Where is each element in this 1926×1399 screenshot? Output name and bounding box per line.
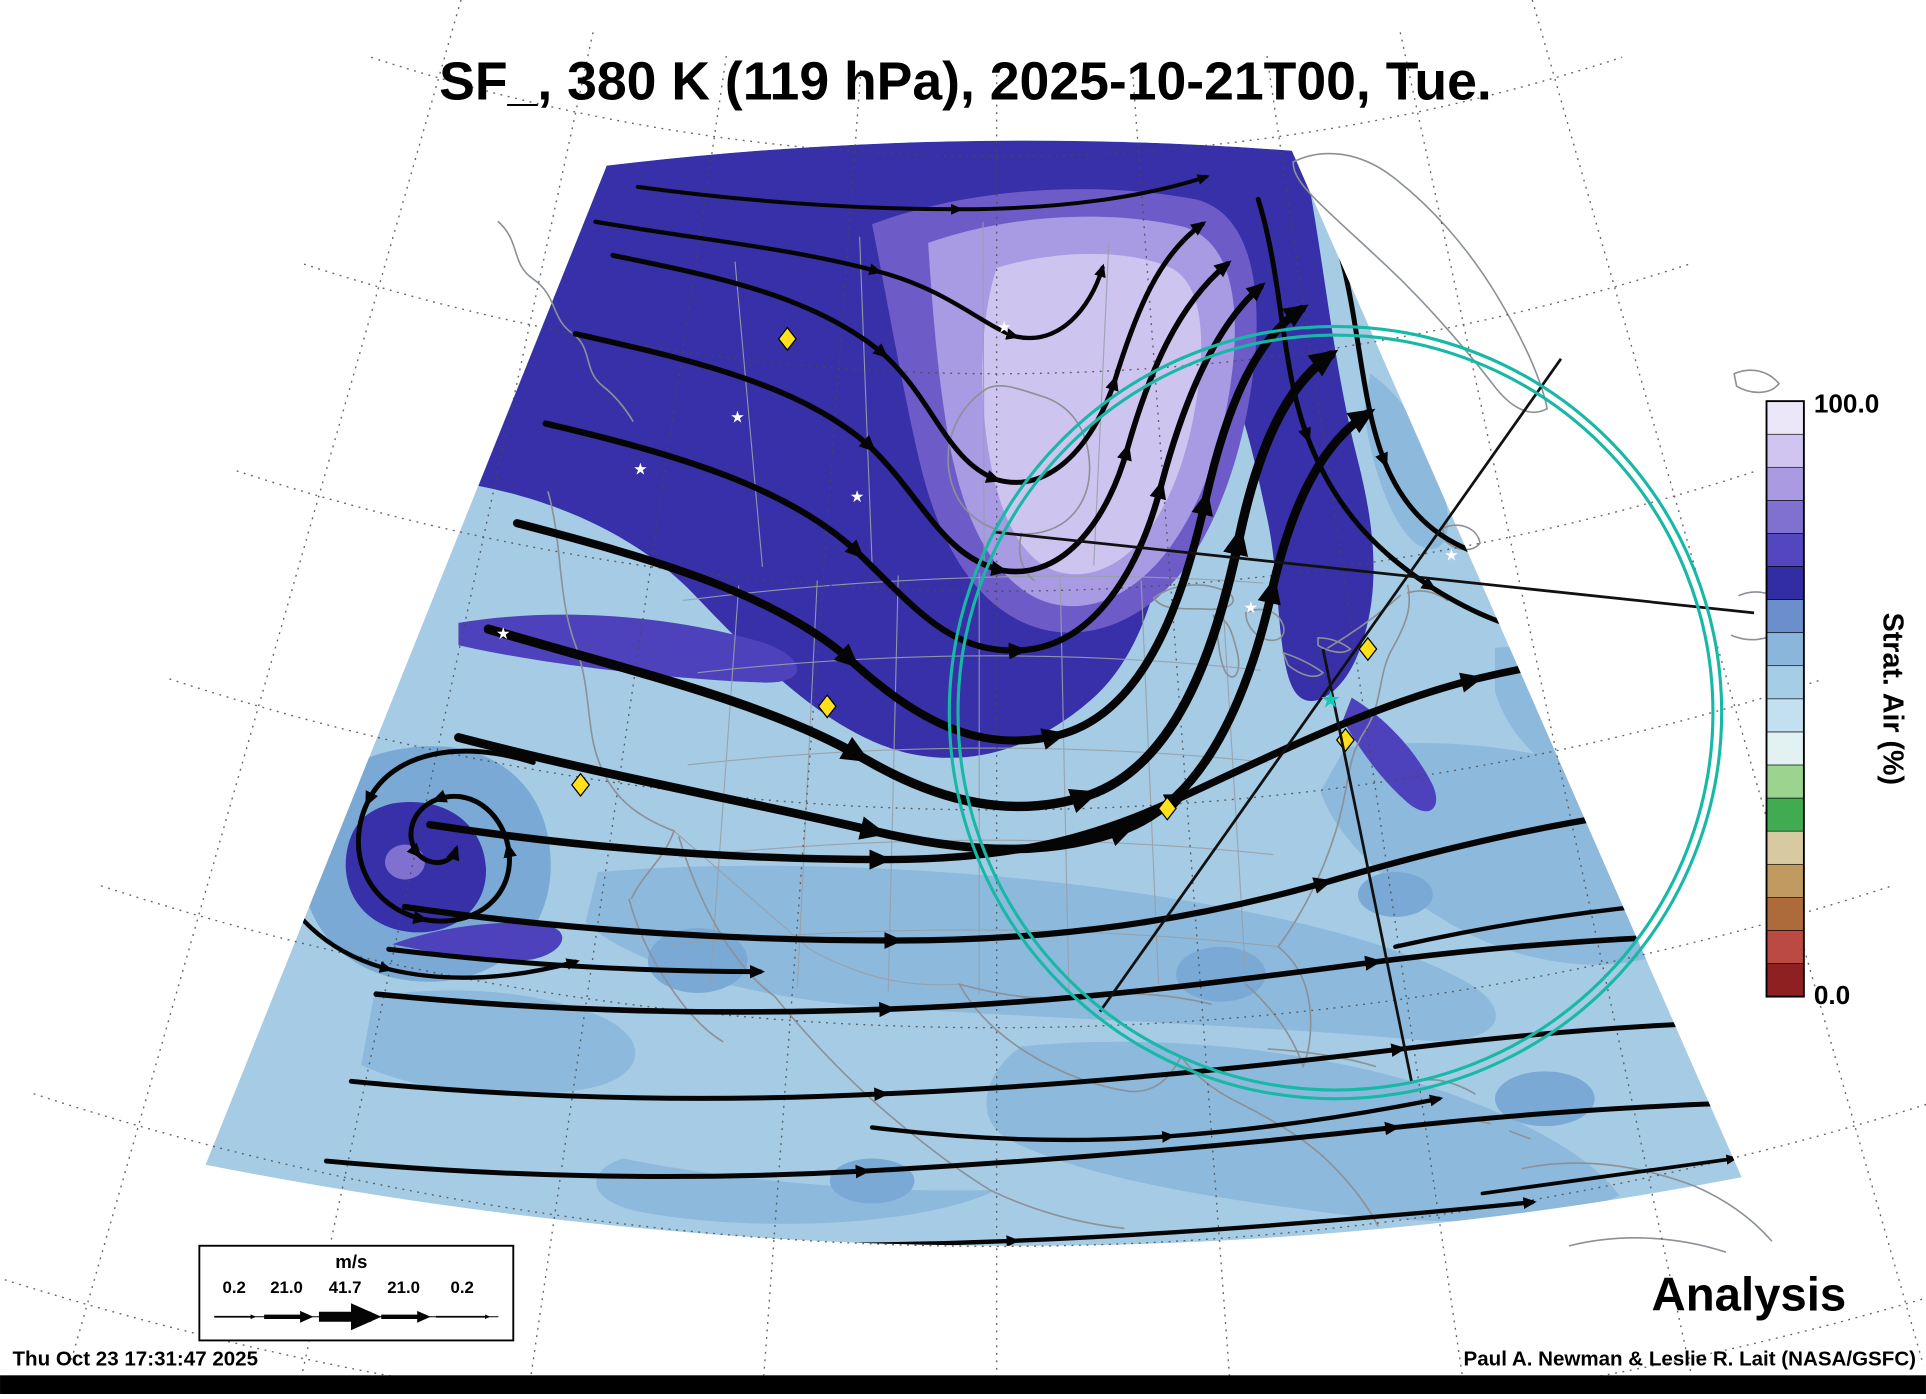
star-marker: ★ [496, 625, 511, 643]
streamline [348, 1015, 1742, 1102]
meridian [1531, 0, 1925, 1366]
meridian [527, 55, 727, 1395]
streamline [635, 174, 1210, 215]
colorbar-band [1766, 698, 1805, 733]
colorbar-band [1766, 433, 1805, 468]
coast-baja-outer [628, 898, 724, 1043]
wind-legend-value: 0.2 [223, 1278, 246, 1297]
wind-legend-value: 0.2 [451, 1278, 474, 1297]
colorbar-band [1766, 400, 1805, 435]
parallel [0, 1277, 1926, 1399]
field-eddy-inner [385, 844, 425, 880]
field-mid-spot [1176, 946, 1266, 1002]
colorbar-max-label: 100.0 [1814, 388, 1879, 418]
colorbar-bands [1766, 400, 1805, 997]
colorbar-band [1766, 566, 1805, 601]
colorbar-band [1766, 466, 1805, 501]
meridian [1266, 55, 1466, 1395]
site-diamond-markers [571, 326, 1378, 821]
wind-legend-value: 41.7 [329, 1278, 362, 1297]
colorbar-band [1766, 797, 1805, 832]
coast-baja-inner [678, 836, 776, 998]
colorbar-band [1766, 599, 1805, 634]
star-marker: ★ [633, 461, 648, 479]
cross-section-line [992, 530, 1755, 615]
field-west-streak [458, 614, 798, 683]
meridian [297, 32, 594, 1395]
coast-iceland [1733, 369, 1781, 394]
field-mid-blob [361, 990, 636, 1095]
wind-legend-value: 21.0 [270, 1278, 303, 1297]
colorbar-axis-label: Strat. Air (%) [1877, 613, 1909, 785]
cross-section-line [1321, 648, 1413, 1082]
white-star-markers: ★ ★ ★ ★ ★ ★ ★ [496, 319, 1459, 643]
wind-legend-value: 21.0 [387, 1278, 420, 1297]
star-marker: ★ [1244, 599, 1259, 617]
diamond-marker [777, 326, 797, 352]
colorbar-band [1766, 533, 1805, 567]
footer-credit: Paul A. Newman & Leslie R. Lait (NASA/GS… [1464, 1347, 1916, 1370]
field-eddy-tail [392, 922, 563, 962]
colorbar-band [1766, 764, 1805, 799]
colorbar-band [1766, 930, 1805, 964]
parallel [371, 56, 1623, 158]
diamond-marker [817, 694, 837, 719]
center-star-marker: ★ [1320, 688, 1341, 714]
coast-pacific [547, 491, 676, 899]
star-marker: ★ [1444, 547, 1459, 565]
colorbar: 100.0 0.0 Strat. Air (%) [1765, 388, 1909, 1010]
streamline-eddy [355, 748, 536, 924]
diamond-marker [1157, 796, 1177, 821]
page-title: SF_, 380 K (119 hPa), 2025-10-21T00, Tue… [439, 53, 1492, 112]
star-marker: ★ [730, 408, 745, 426]
diamond-marker [571, 772, 591, 798]
colorbar-band [1766, 863, 1805, 898]
streamline [386, 946, 766, 979]
colorbar-band [1766, 731, 1805, 766]
streamline [1336, 246, 1507, 565]
streamline [323, 1096, 1742, 1179]
colorbar-min-label: 0.0 [1814, 980, 1850, 1010]
footer-timestamp: Thu Oct 23 17:31:47 2025 [12, 1347, 258, 1370]
colorbar-band [1766, 500, 1805, 534]
meridian [69, 0, 462, 1366]
diamond-marker [1358, 636, 1378, 662]
wind-legend-values: 0.2 21.0 41.7 21.0 0.2 [223, 1278, 474, 1297]
wind-speed-legend: m/s 0.2 21.0 41.7 21.0 0.2 [198, 1244, 515, 1342]
coast-south-america [1568, 1237, 1727, 1253]
streamline [869, 1094, 1444, 1143]
colorbar-band [1766, 830, 1805, 865]
field-mid-spot [829, 1158, 915, 1204]
colorbar-band [1766, 897, 1805, 931]
analysis-label: Analysis [1652, 1269, 1847, 1322]
star-marker: ★ [997, 319, 1012, 337]
star-marker: ★ [850, 488, 865, 506]
wind-legend-unit: m/s [335, 1251, 367, 1272]
bottom-black-bar [0, 1375, 1926, 1394]
colorbar-band [1766, 665, 1805, 700]
range-circle-outer [947, 324, 1724, 1101]
streamline [1255, 196, 1557, 641]
colorbar-band [1766, 963, 1805, 997]
coast-greenland [1292, 152, 1549, 414]
range-circle [947, 324, 1724, 1101]
streamline [1480, 1154, 1738, 1196]
range-circle-inner [956, 333, 1715, 1092]
colorbar-frame [1765, 400, 1805, 998]
cross-section-lines [992, 357, 1755, 1082]
colorbar-band [1766, 632, 1805, 667]
